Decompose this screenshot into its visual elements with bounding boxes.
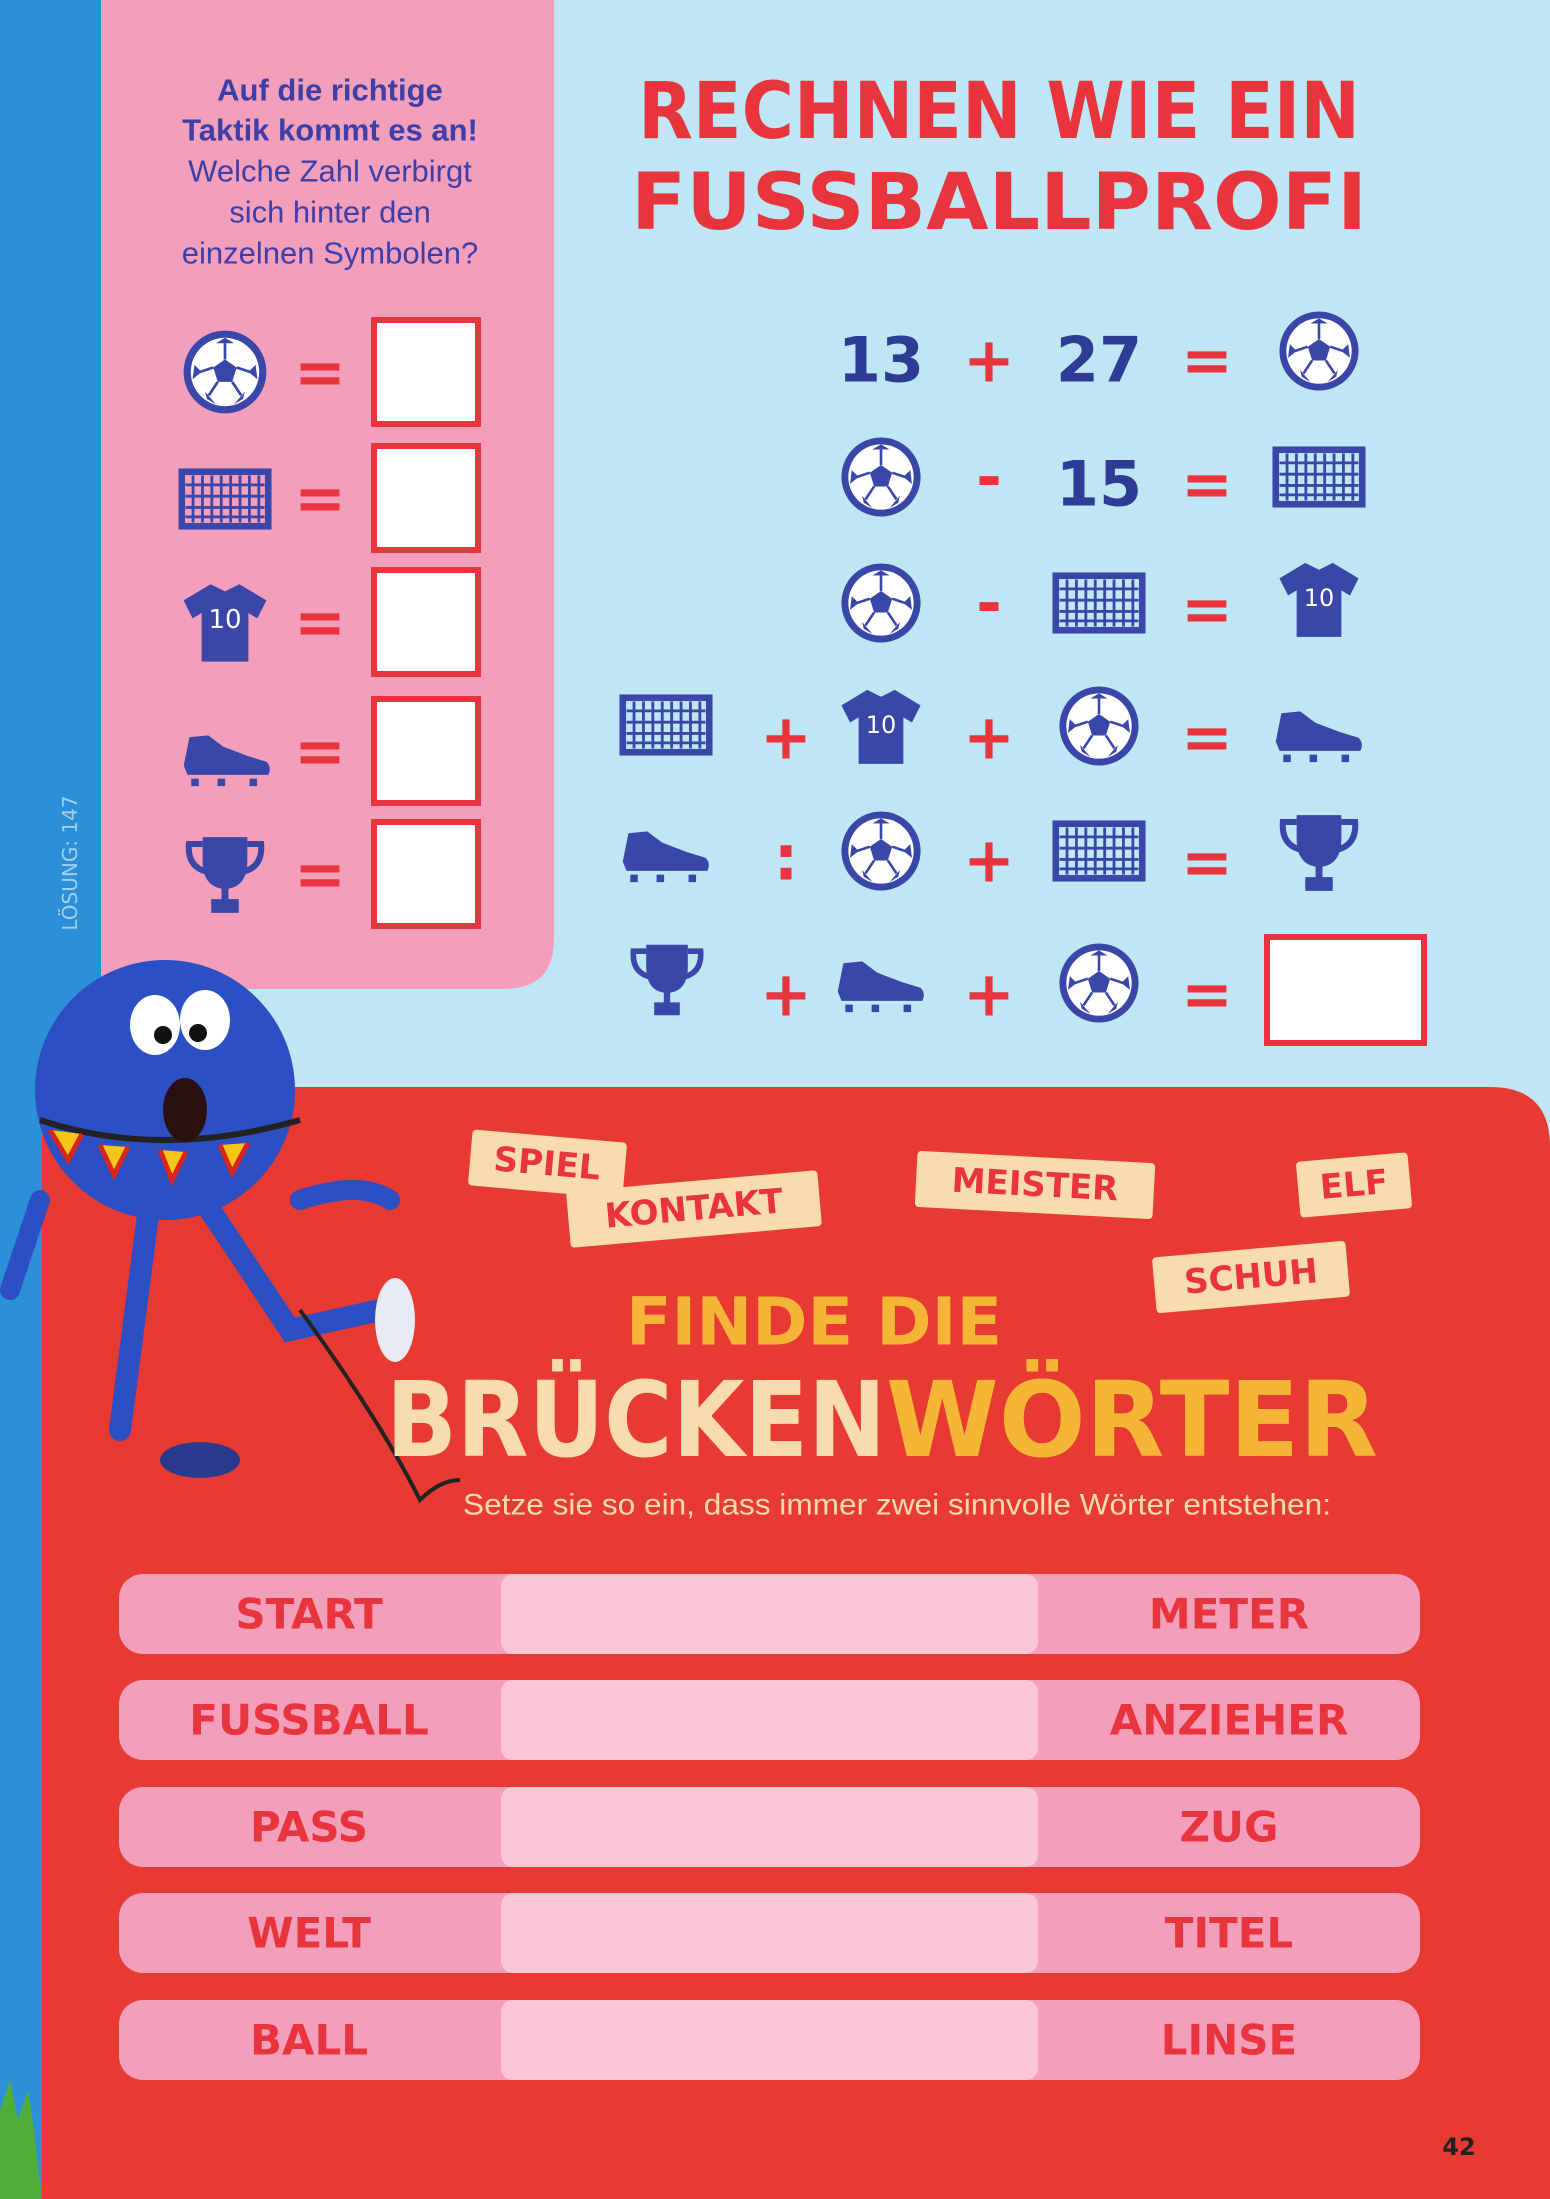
intro-bold: Taktik kommt es an! [182,113,478,148]
bridge-title-part: WÖRTER [886,1359,1378,1481]
answer-field[interactable] [501,1787,1038,1867]
answer-box[interactable] [371,317,481,427]
equals-sign: = [1181,826,1233,899]
intro-text: sich hinter den [229,195,431,230]
word: ELF [1318,1162,1389,1208]
ball-icon [840,436,922,518]
ball-icon [182,329,268,415]
answer-field[interactable] [501,2000,1038,2080]
equals-sign: = [294,586,346,659]
intro-bold: Auf die richtige [217,73,443,108]
mascot [0,960,461,1504]
plus-sign: + [760,701,812,774]
ball-icon [840,810,922,892]
plus-sign: + [760,958,812,1031]
answer-box[interactable] [371,443,481,553]
word-tag [1152,1240,1350,1314]
ball-icon [1058,685,1140,767]
legend-equals: = = = = = [294,336,346,911]
page-number: 42 [1442,2133,1475,2161]
word-tags: SPIEL KONTAKT MEISTER ELF SCHUH [468,1129,1412,1314]
equals-sign: = [294,462,346,535]
bridge-title: FINDE DIE [626,1284,1002,1361]
row-left-word: START [235,1590,383,1639]
equals-sign: = [294,715,346,788]
title: FUSSBALLPROFI [631,158,1367,248]
instruction: Setze sie so ein, dass immer zwei sinnvo… [463,1489,1331,1522]
plus-sign: + [963,958,1015,1031]
ball-icon [840,562,922,644]
equals-sign: = [294,838,346,911]
answer-box[interactable] [371,696,481,806]
row-right-word: TITEL [1165,1909,1293,1958]
word-tag [566,1170,822,1248]
ball-icon [1058,942,1140,1024]
equations: 13 + 27 = - 15 = - = 10 + 10 + = : + = +… [623,310,1427,1046]
equals-sign: = [294,336,346,409]
plus-sign: + [963,324,1015,397]
equals-sign: = [1181,701,1233,774]
plus-sign: + [963,824,1015,897]
row-left-word: BALL [250,2016,368,2065]
equals-sign: = [1181,573,1233,646]
bridge-title-part: BRÜCKEN [386,1359,886,1481]
solution-label: LÖSUNG: 147 [58,795,82,930]
answer-field[interactable] [501,1893,1038,1973]
answer-box[interactable] [371,819,481,929]
ball-icon [1278,310,1360,392]
word: MEISTER [951,1161,1120,1210]
plus-sign: + [963,701,1015,774]
divide-sign: : [774,822,799,895]
number: 27 [1056,324,1142,397]
row-right-word: ANZIEHER [1110,1696,1349,1745]
word-rows: START METER FUSSBALL ANZIEHER PASS ZUG WELT TIT… [119,1574,1420,2080]
answer-field[interactable] [501,1574,1038,1654]
row-right-word: METER [1149,1590,1309,1639]
number: 13 [838,324,924,397]
shirt-number: 10 [866,711,897,739]
number: 15 [1056,448,1142,521]
row-right-word: LINSE [1161,2016,1297,2065]
word-tag [1296,1152,1412,1218]
word-tag [914,1151,1156,1219]
grass [0,2080,42,2199]
answer-field[interactable] [501,1680,1038,1760]
answer-box[interactable] [371,567,481,677]
equals-sign: = [1181,448,1233,521]
word: SPIEL [492,1139,602,1188]
answer-box[interactable] [1264,934,1427,1046]
row-left-word: PASS [250,1803,368,1852]
row-right-word: ZUG [1179,1803,1278,1852]
word-tag [468,1129,627,1199]
answer-boxes [371,317,481,929]
bridge-title: BRÜCKENWÖRTER [386,1359,1378,1481]
minus-sign: - [976,441,1002,514]
shirt-number: 10 [1304,584,1335,612]
minus-sign: - [976,567,1002,640]
intro-text: Welche Zahl verbirgt [188,154,472,189]
row-left-word: FUSSBALL [189,1696,428,1745]
equals-sign: = [1181,958,1233,1031]
title: RECHNEN WIE EIN [638,67,1360,157]
row-left-word: WELT [247,1909,371,1958]
shirt-number: 10 [208,605,241,635]
intro-text: einzelnen Symbolen? [182,236,478,271]
equals-sign: = [1181,324,1233,397]
